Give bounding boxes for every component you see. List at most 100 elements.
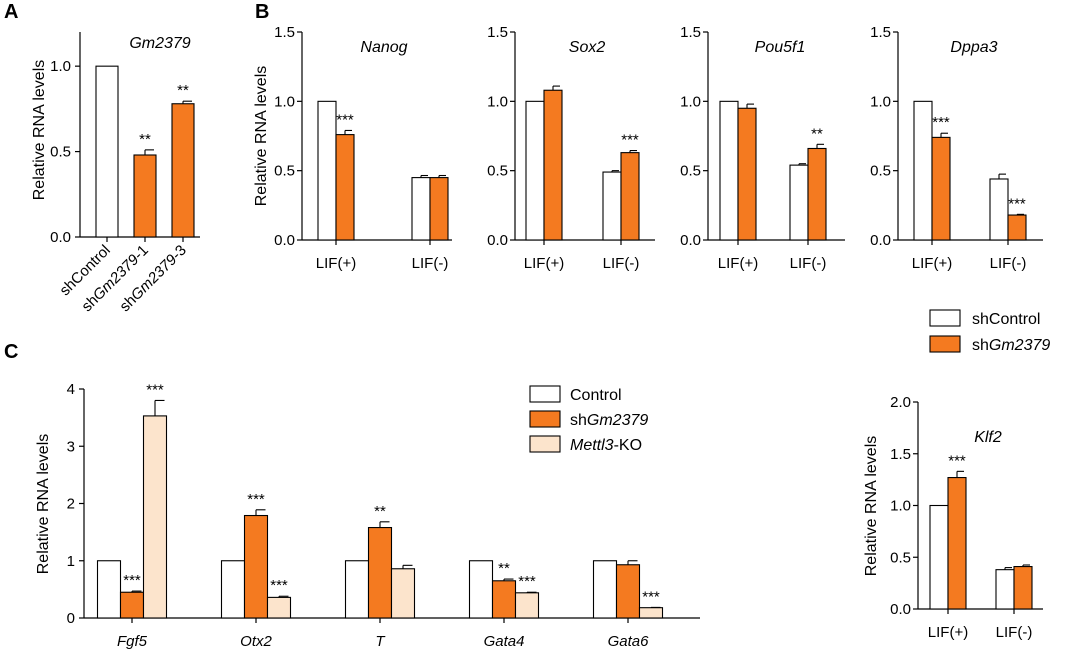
y-tick-label: 0 (67, 610, 75, 627)
x-tick-label: LIF(+) (316, 255, 356, 272)
bar (592, 560, 618, 619)
panel-label-a: A (4, 1, 18, 23)
legend-label: Mettl3-KO (570, 437, 642, 454)
x-tick-label: LIF(-) (996, 624, 1033, 641)
bar (411, 177, 431, 241)
y-tick-label: 4 (67, 381, 75, 398)
legend-swatch (529, 435, 561, 453)
x-tick-label: LIF(+) (524, 255, 564, 272)
legend-label: shControl (972, 311, 1040, 328)
chart-title: Nanog (360, 39, 407, 56)
bar (171, 103, 195, 238)
chart-b3: 0.0 0.5 1.0 1.5 Pou5f1 LIF(+) ** LIF(-) (680, 24, 845, 272)
significance-mark: *** (123, 572, 141, 589)
x-tick-label: Otx2 (240, 633, 272, 650)
bar (719, 100, 739, 241)
bar (96, 560, 122, 619)
chart-title: Klf2 (974, 429, 1002, 446)
y-tick-label: 0.0 (870, 232, 891, 249)
bar (1013, 566, 1033, 610)
bar (615, 564, 641, 619)
bar (737, 107, 757, 241)
y-tick-label: 0.0 (890, 601, 911, 618)
legend-label-prefix: sh (972, 337, 989, 354)
x-tick-label: LIF(-) (603, 255, 640, 272)
y-tick-label: 0.0 (487, 232, 508, 249)
y-tick-label: 1 (67, 553, 75, 570)
bar (119, 591, 145, 619)
significance-mark: *** (518, 573, 536, 590)
x-tick-label: LIF(+) (928, 624, 968, 641)
legend-label-prefix: sh (570, 412, 587, 429)
significance-mark: *** (270, 577, 288, 594)
y-tick-label: 1.5 (487, 24, 508, 41)
y-tick-label: 0.5 (487, 163, 508, 180)
y-tick-label: 1.0 (487, 93, 508, 110)
significance-mark: ** (177, 82, 189, 99)
legend-label-suffix: -KO (614, 437, 642, 454)
legend-b-item: shGm2379 (929, 335, 1050, 354)
y-tick-label: 1.5 (870, 24, 891, 41)
y-tick-label: 0.5 (870, 163, 891, 180)
legend-b-item: shControl (929, 309, 1040, 328)
bar (220, 560, 246, 619)
y-tick-label: 1.0 (50, 58, 71, 75)
significance-mark: *** (621, 132, 639, 149)
bar (95, 65, 119, 238)
bar (468, 560, 494, 619)
y-tick-label: 1.5 (890, 446, 911, 463)
y-tick-label: 0.5 (50, 144, 71, 161)
bar (931, 136, 951, 241)
y-tick-label: 1.0 (680, 93, 701, 110)
bar (367, 526, 393, 619)
legend-swatch (529, 385, 561, 403)
y-axis-label: Relative RNA levels (253, 66, 270, 207)
bar (429, 177, 449, 241)
bar (543, 89, 563, 241)
y-tick-label: 0.5 (890, 549, 911, 566)
legend-c: Control shGm2379 Mettl3-KO (529, 385, 648, 454)
y-tick-label: 3 (67, 438, 75, 455)
bar (1007, 214, 1027, 241)
legend-c-item: shGm2379 (529, 410, 648, 429)
bar (913, 100, 933, 241)
legend-swatch (929, 335, 961, 353)
chart-title: Gm2379 (129, 35, 190, 52)
x-tick-label: LIF(+) (912, 255, 952, 272)
y-tick-label: 1.0 (870, 93, 891, 110)
bar (638, 607, 664, 619)
significance-mark: *** (642, 588, 660, 605)
x-tick-label: LIF(-) (412, 255, 449, 272)
significance-mark: ** (498, 560, 510, 577)
y-axis-label: Relative RNA levels (35, 434, 52, 575)
significance-mark: *** (336, 111, 354, 128)
chart-title: Dppa3 (950, 39, 997, 56)
y-axis-label: Relative RNA levels (31, 60, 48, 201)
y-tick-label: 1.5 (274, 24, 295, 41)
legend-swatch (929, 309, 961, 327)
bar (929, 504, 949, 610)
y-axis-label: Relative RNA levels (863, 436, 880, 577)
bar (142, 415, 168, 619)
bar (989, 178, 1009, 241)
y-tick-label: 1.0 (274, 93, 295, 110)
legend-label-prefix: Control (570, 387, 622, 404)
chart-b1: 0.0 0.5 1.0 1.5 Relative RNA levels Nanog *** L… (253, 24, 452, 272)
x-tick-label: Gata4 (484, 633, 525, 650)
bar (995, 569, 1015, 610)
bar (317, 100, 337, 241)
chart-c2: 0.0 0.5 1.0 1.5 2.0 Relative RNA levels Klf2 **… (863, 394, 1043, 641)
y-tick-label: 0.0 (680, 232, 701, 249)
bar (947, 477, 967, 610)
y-tick-label: 1.5 (680, 24, 701, 41)
significance-mark: *** (932, 114, 950, 131)
y-tick-label: 0.0 (274, 232, 295, 249)
panel-label-c: C (4, 341, 18, 363)
legend-label: Control (570, 387, 622, 404)
legend-label-italic: Gm2379 (989, 337, 1050, 354)
legend-label: shGm2379 (570, 412, 648, 429)
legend-label-prefix: shControl (972, 311, 1040, 328)
